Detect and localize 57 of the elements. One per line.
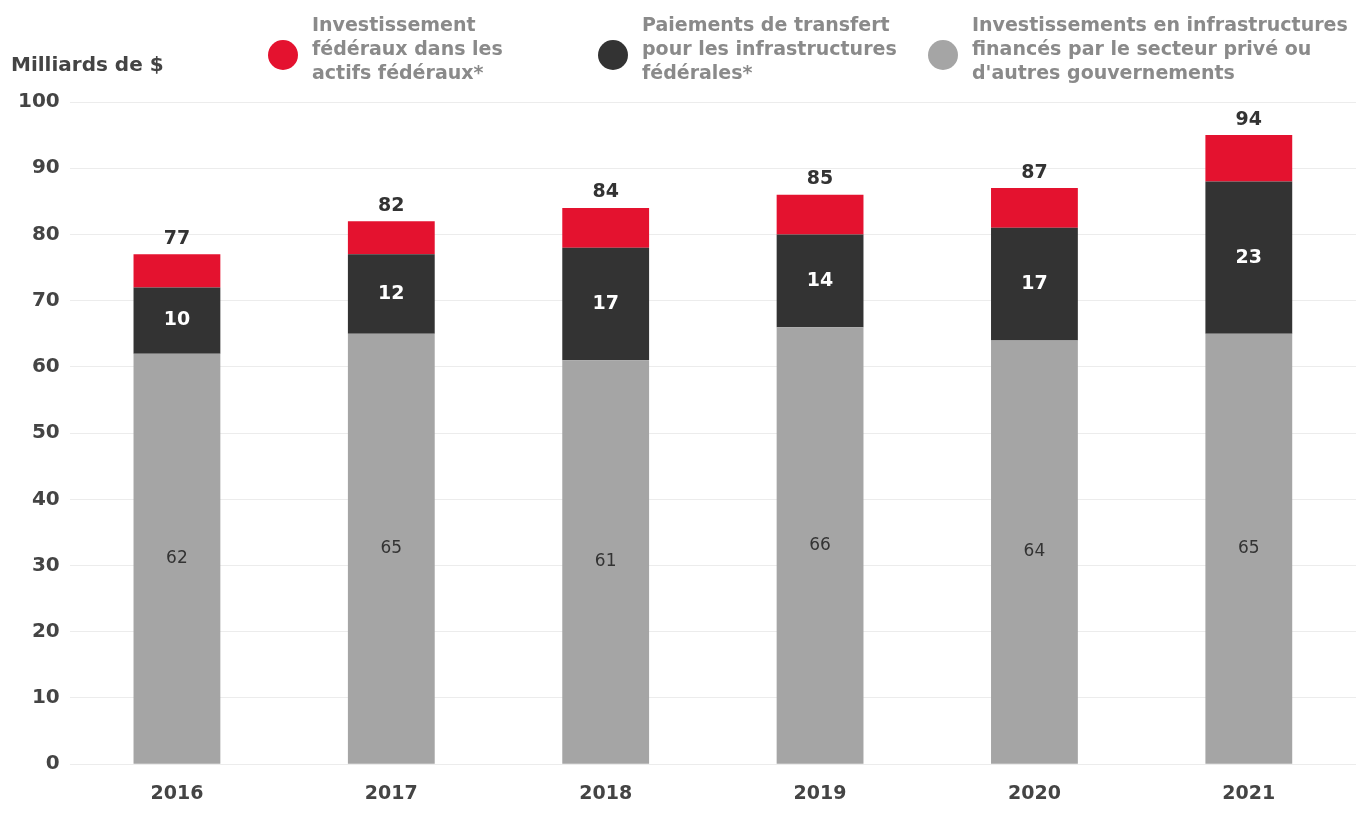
bar (776, 327, 864, 764)
data-label: 23 (1235, 244, 1263, 267)
bar (347, 221, 435, 255)
bar (776, 194, 864, 235)
data-label: 65 (380, 537, 403, 558)
bar (562, 207, 650, 248)
data-label: 62 (166, 547, 188, 568)
y-tick-label: 20 (31, 617, 60, 642)
legend-label: Paiements de transfert pour les infrastructures fédérales* (642, 12, 898, 84)
y-tick-label: 40 (31, 485, 60, 510)
x-tick-label: 2019 (793, 780, 847, 803)
x-tick-label: 2021 (1222, 780, 1276, 803)
y-tick-label: 100 (18, 88, 60, 113)
data-label: 61 (594, 550, 617, 571)
bar (991, 188, 1078, 228)
bar (133, 353, 221, 764)
data-label: 17 (1021, 271, 1048, 294)
data-label: 12 (378, 280, 405, 303)
bar (1205, 333, 1293, 764)
legend-label: Investissement fédéraux dans les actifs fédéraux* (312, 12, 504, 84)
bar (562, 360, 650, 764)
x-tick-label: 2018 (579, 780, 633, 803)
data-label: 10 (163, 307, 191, 330)
bar (1205, 135, 1293, 182)
y-tick-label: 0 (45, 750, 60, 775)
bar (991, 340, 1078, 764)
data-label: 65 (1237, 537, 1260, 558)
total-label: 87 (1021, 159, 1048, 182)
bar (776, 234, 864, 328)
y-tick-label: 60 (31, 353, 60, 378)
total-label: 94 (1235, 106, 1263, 129)
data-label: 17 (592, 290, 619, 313)
total-label: 77 (163, 225, 191, 248)
total-label: 84 (592, 179, 619, 202)
legend-label: Investissements en infrastructures financés par le secteur privé ou d'autres gouvernements (972, 12, 1348, 84)
y-tick-label: 90 (31, 154, 60, 179)
bar (347, 254, 435, 334)
total-label: 85 (806, 166, 834, 189)
bar (1205, 181, 1293, 334)
y-tick-label: 50 (31, 419, 60, 444)
x-tick-label: 2016 (150, 780, 204, 803)
bar (562, 247, 650, 361)
data-label: 64 (1023, 540, 1046, 561)
x-tick-label: 2017 (364, 780, 418, 803)
bar (133, 287, 221, 354)
total-label: 82 (378, 192, 405, 215)
y-tick-label: 30 (31, 551, 60, 576)
bar (133, 254, 221, 288)
bar (991, 227, 1078, 341)
y-tick-label: 10 (31, 684, 60, 709)
data-label: 66 (809, 533, 831, 554)
y-tick-label: 70 (31, 286, 60, 311)
y-tick-label: 80 (31, 220, 60, 245)
bar (347, 333, 435, 764)
data-label: 14 (806, 267, 834, 290)
x-tick-label: 2020 (1007, 780, 1061, 803)
y-axis-title: Milliards de $ (11, 52, 164, 76)
